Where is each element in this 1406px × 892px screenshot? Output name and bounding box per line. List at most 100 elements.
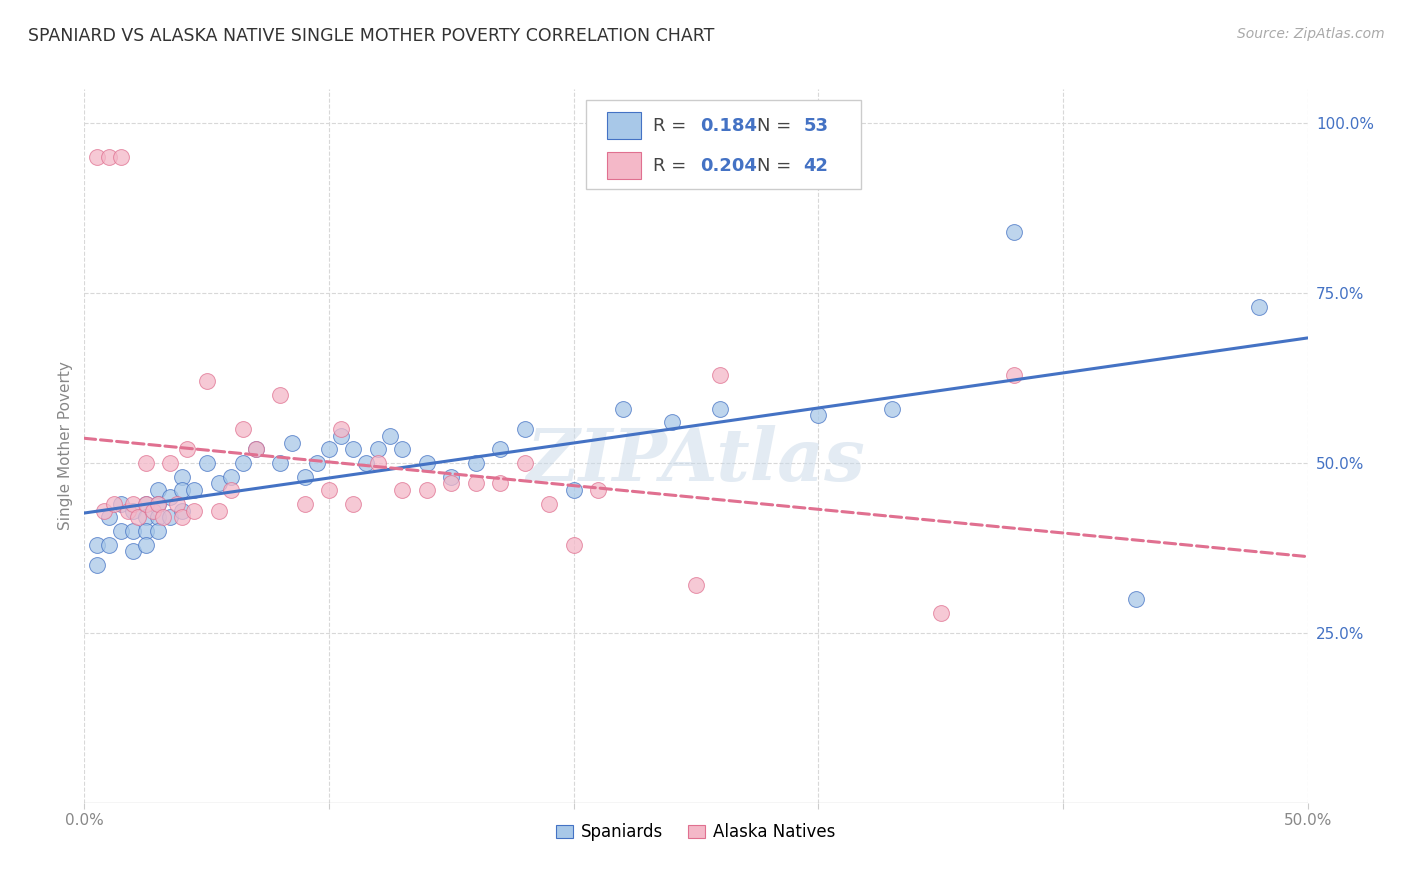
Text: ZIPAtlas: ZIPAtlas — [527, 425, 865, 496]
Point — [1002, 368, 1025, 382]
Point — [146, 524, 169, 538]
Point — [135, 497, 157, 511]
Point — [880, 401, 903, 416]
Point — [86, 558, 108, 572]
Point — [86, 537, 108, 551]
Point — [440, 476, 463, 491]
Point — [97, 537, 120, 551]
Point — [281, 435, 304, 450]
Point — [97, 150, 120, 164]
Point — [318, 442, 340, 457]
Point — [391, 483, 413, 498]
Point — [294, 469, 316, 483]
Point — [416, 483, 439, 498]
Point — [538, 497, 561, 511]
Point — [146, 497, 169, 511]
Text: R =: R = — [654, 117, 692, 136]
Point — [367, 442, 389, 457]
Point — [294, 497, 316, 511]
Point — [135, 524, 157, 538]
Point — [562, 537, 585, 551]
Text: SPANIARD VS ALASKA NATIVE SINGLE MOTHER POVERTY CORRELATION CHART: SPANIARD VS ALASKA NATIVE SINGLE MOTHER … — [28, 27, 714, 45]
Point — [219, 469, 242, 483]
Point — [172, 503, 194, 517]
Point — [208, 503, 231, 517]
Point — [709, 368, 731, 382]
Point — [929, 606, 952, 620]
Point — [159, 456, 181, 470]
Point — [152, 510, 174, 524]
FancyBboxPatch shape — [606, 153, 641, 179]
Point — [135, 510, 157, 524]
Text: 0.204: 0.204 — [700, 158, 756, 176]
Point — [1125, 591, 1147, 606]
Point — [245, 442, 267, 457]
Point — [342, 442, 364, 457]
Point — [305, 456, 328, 470]
Point — [330, 422, 353, 436]
Point — [122, 524, 145, 538]
Point — [489, 442, 512, 457]
Point — [464, 456, 486, 470]
Point — [612, 401, 634, 416]
Point — [110, 150, 132, 164]
Point — [661, 415, 683, 429]
Point — [416, 456, 439, 470]
Point — [330, 429, 353, 443]
Text: 0.184: 0.184 — [700, 117, 756, 136]
Point — [122, 503, 145, 517]
Point — [269, 388, 291, 402]
Point — [142, 503, 165, 517]
FancyBboxPatch shape — [606, 112, 641, 139]
Point — [93, 503, 115, 517]
Point — [562, 483, 585, 498]
Point — [380, 429, 402, 443]
Text: N =: N = — [758, 158, 797, 176]
Point — [135, 497, 157, 511]
Point — [232, 456, 254, 470]
Point — [86, 150, 108, 164]
Point — [513, 422, 536, 436]
Point — [166, 497, 188, 511]
Legend: Spaniards, Alaska Natives: Spaniards, Alaska Natives — [550, 817, 842, 848]
Point — [489, 476, 512, 491]
Point — [685, 578, 707, 592]
Point — [97, 510, 120, 524]
Point — [367, 456, 389, 470]
Point — [232, 422, 254, 436]
Point — [110, 497, 132, 511]
Point — [159, 490, 181, 504]
Point — [464, 476, 486, 491]
Point — [110, 524, 132, 538]
Point — [342, 497, 364, 511]
Text: R =: R = — [654, 158, 692, 176]
Point — [122, 497, 145, 511]
Point — [122, 544, 145, 558]
Point — [440, 469, 463, 483]
Text: 53: 53 — [804, 117, 828, 136]
Text: Source: ZipAtlas.com: Source: ZipAtlas.com — [1237, 27, 1385, 41]
Point — [391, 442, 413, 457]
Point — [176, 442, 198, 457]
Text: 42: 42 — [804, 158, 828, 176]
Point — [807, 409, 830, 423]
Point — [208, 476, 231, 491]
Point — [586, 483, 609, 498]
Point — [513, 456, 536, 470]
Point — [1247, 300, 1270, 314]
Point — [127, 510, 149, 524]
Point — [318, 483, 340, 498]
Point — [159, 510, 181, 524]
Point — [172, 510, 194, 524]
Point — [135, 537, 157, 551]
Point — [709, 401, 731, 416]
Point — [1002, 225, 1025, 239]
Point — [146, 497, 169, 511]
Point — [183, 483, 205, 498]
Point — [354, 456, 377, 470]
FancyBboxPatch shape — [586, 100, 860, 189]
Point — [172, 469, 194, 483]
Point — [146, 483, 169, 498]
Point — [172, 483, 194, 498]
Text: N =: N = — [758, 117, 797, 136]
